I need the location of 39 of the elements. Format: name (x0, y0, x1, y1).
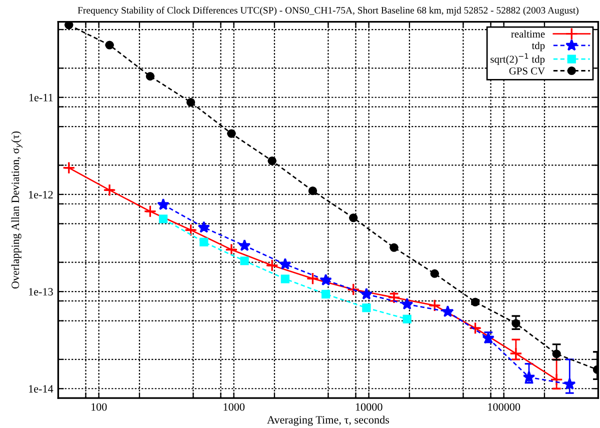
point (349, 213, 358, 222)
point (306, 272, 320, 285)
point (430, 269, 439, 278)
y-tick-label: 1e-12 (29, 190, 53, 198)
point (103, 184, 116, 196)
legend-label: GPS CV (509, 67, 545, 75)
point (512, 319, 520, 328)
x-tick-label: 1000 (224, 403, 245, 411)
point (468, 322, 482, 335)
y-tick-label: 1e-11 (29, 94, 53, 102)
point (268, 156, 276, 166)
point (390, 243, 398, 252)
chart-title: Frequency Stability of Clock Differences UTC(SP) - ONS0_CH1-75A, Short Baseline 68 km, mjd 52852 - 52882 (2003 August) (78, 6, 578, 16)
point (144, 204, 157, 218)
legend-label: sqrt(2)$^{−1}$ tdp (490, 53, 545, 65)
point (227, 129, 236, 138)
point (105, 40, 114, 50)
legend-label: tdp (532, 42, 545, 52)
point (550, 373, 563, 386)
point (62, 161, 76, 174)
point (308, 186, 318, 196)
x-tick-label: 10000 (356, 403, 382, 411)
y-tick-label: 1e-13 (29, 288, 53, 296)
point (186, 98, 196, 107)
point (552, 350, 561, 358)
point (510, 347, 522, 360)
point (64, 22, 74, 30)
y-axis-title: Overlapping Allan Deviation, σ$_{y}$(τ) (11, 131, 22, 289)
x-tick-label: 100000 (488, 403, 520, 411)
point (146, 72, 154, 81)
point (428, 299, 442, 312)
point (346, 283, 360, 296)
point (266, 258, 278, 272)
y-tick-label: 1e-14 (29, 385, 54, 393)
point (225, 243, 238, 256)
x-axis-title: Averaging Time, τ, seconds (267, 416, 390, 426)
x-tick-label: 100 (91, 403, 107, 411)
point (184, 224, 198, 236)
legend-label: realtime (511, 30, 545, 38)
